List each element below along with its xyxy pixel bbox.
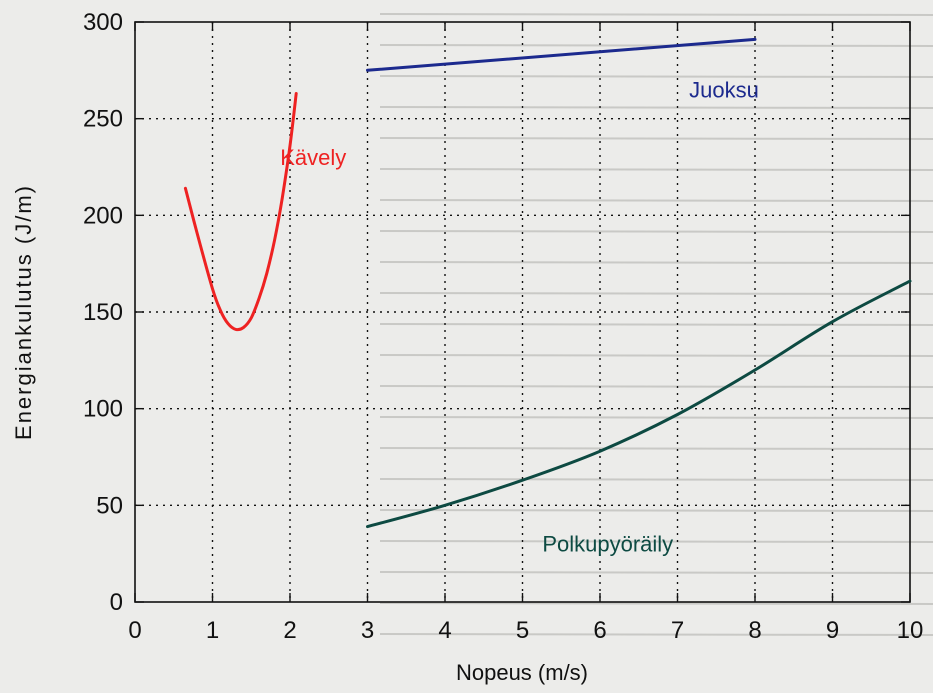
background-line <box>379 416 933 419</box>
background-text-lines <box>379 13 933 636</box>
y-tick-label: 250 <box>83 106 123 133</box>
series-line-polkupyoraily <box>366 279 912 529</box>
y-tick-label: 200 <box>83 202 123 229</box>
background-line <box>379 168 933 171</box>
background-line <box>379 540 933 543</box>
x-tick-label: 8 <box>748 617 761 644</box>
series-line-juoksu <box>366 37 757 72</box>
series-layer <box>183 37 912 529</box>
y-tick-label: 50 <box>96 492 123 519</box>
background-line <box>379 385 933 388</box>
x-tick-label: 0 <box>128 617 141 644</box>
background-line <box>379 571 933 574</box>
annotation-layer: Kävely Juoksu Polkupyöräily <box>280 77 759 556</box>
background-line <box>379 447 933 450</box>
background-line <box>379 106 933 109</box>
background-line <box>379 292 933 295</box>
x-tick-label: 3 <box>361 617 374 644</box>
y-tick-label: 100 <box>83 396 123 423</box>
x-tick-label: 4 <box>438 617 451 644</box>
x-tick-label: 6 <box>593 617 606 644</box>
x-tick-label: 5 <box>516 617 529 644</box>
background-line <box>379 261 933 264</box>
series-line-kavely <box>183 92 298 332</box>
background-line <box>379 323 933 326</box>
background-line <box>379 13 933 16</box>
background-line <box>379 44 933 47</box>
x-tick-label: 7 <box>671 617 684 644</box>
background-line <box>379 354 933 357</box>
y-tick-label: 300 <box>83 9 123 36</box>
x-axis-title: Nopeus (m/s) <box>456 660 588 685</box>
background-line <box>379 478 933 481</box>
series-label-polkupyoraily: Polkupyöräily <box>542 532 673 557</box>
background-line <box>379 137 933 140</box>
series-label-juoksu: Juoksu <box>689 77 759 102</box>
background-line <box>379 75 933 78</box>
background-line <box>379 199 933 202</box>
background-line <box>379 230 933 233</box>
x-tick-label: 1 <box>206 617 219 644</box>
background-line <box>379 602 933 605</box>
y-tick-label: 150 <box>83 299 123 326</box>
background-line <box>379 509 933 512</box>
x-tick-label: 9 <box>826 617 839 644</box>
y-tick-label: 0 <box>110 589 123 616</box>
background-line <box>379 633 933 636</box>
y-axis-title: Energiankulutus (J/m) <box>11 184 36 440</box>
grid-lines <box>135 22 910 602</box>
x-tick-label: 2 <box>283 617 296 644</box>
x-tick-label: 10 <box>897 617 924 644</box>
series-label-kavely: Kävely <box>280 145 346 170</box>
